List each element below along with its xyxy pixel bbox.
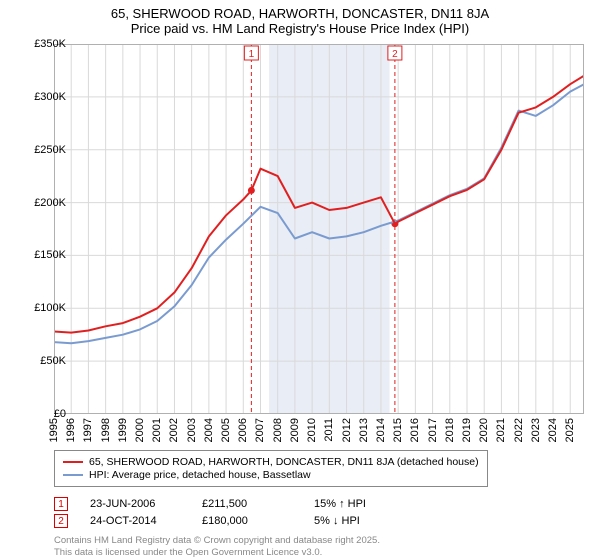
y-tick-label: £350K xyxy=(16,38,66,50)
chart-title-main: 65, SHERWOOD ROAD, HARWORTH, DONCASTER, … xyxy=(10,6,590,21)
y-tick-label: £250K xyxy=(16,144,66,156)
legend-row: HPI: Average price, detached house, Bass… xyxy=(63,469,479,481)
x-tick-label: 2021 xyxy=(495,418,507,442)
legend-swatch xyxy=(63,474,83,476)
chart-title-block: 65, SHERWOOD ROAD, HARWORTH, DONCASTER, … xyxy=(0,0,600,38)
x-tick-label: 2025 xyxy=(564,418,576,442)
footer-line2: This data is licensed under the Open Gov… xyxy=(54,547,322,558)
marker-price: £180,000 xyxy=(202,515,292,527)
footer-note: Contains HM Land Registry data © Crown c… xyxy=(54,535,380,558)
y-tick-label: £150K xyxy=(16,249,66,261)
x-tick-label: 2006 xyxy=(237,418,249,442)
marker-delta: 15% ↑ HPI xyxy=(314,498,404,510)
x-tick-label: 1998 xyxy=(100,418,112,442)
legend-label: 65, SHERWOOD ROAD, HARWORTH, DONCASTER, … xyxy=(89,456,479,468)
legend: 65, SHERWOOD ROAD, HARWORTH, DONCASTER, … xyxy=(54,450,488,487)
legend-row: 65, SHERWOOD ROAD, HARWORTH, DONCASTER, … xyxy=(63,456,479,468)
marker-date: 24-OCT-2014 xyxy=(90,515,180,527)
x-tick-label: 2010 xyxy=(306,418,318,442)
x-tick-label: 2024 xyxy=(547,418,559,442)
x-tick-label: 2009 xyxy=(289,418,301,442)
x-tick-label: 2012 xyxy=(341,418,353,442)
y-tick-label: £200K xyxy=(16,197,66,209)
x-tick-label: 2023 xyxy=(530,418,542,442)
x-tick-label: 2005 xyxy=(220,418,232,442)
x-tick-label: 2022 xyxy=(513,418,525,442)
footer-line1: Contains HM Land Registry data © Crown c… xyxy=(54,535,380,546)
x-tick-label: 2014 xyxy=(375,418,387,442)
x-tick-label: 2020 xyxy=(478,418,490,442)
x-tick-label: 1996 xyxy=(65,418,77,442)
marker-badge: 1 xyxy=(54,497,68,511)
legend-label: HPI: Average price, detached house, Bass… xyxy=(89,469,311,481)
x-tick-label: 1999 xyxy=(117,418,129,442)
marker-badge: 2 xyxy=(54,514,68,528)
marker-price: £211,500 xyxy=(202,498,292,510)
x-tick-label: 2018 xyxy=(444,418,456,442)
chart-title-sub: Price paid vs. HM Land Registry's House … xyxy=(10,21,590,36)
x-tick-label: 2001 xyxy=(151,418,163,442)
x-tick-label: 2013 xyxy=(358,418,370,442)
legend-swatch xyxy=(63,461,83,463)
x-tick-label: 2019 xyxy=(461,418,473,442)
x-tick-label: 2004 xyxy=(203,418,215,442)
x-tick-label: 2002 xyxy=(168,418,180,442)
x-tick-label: 2008 xyxy=(272,418,284,442)
y-tick-label: £300K xyxy=(16,91,66,103)
x-tick-label: 2015 xyxy=(392,418,404,442)
x-tick-label: 2016 xyxy=(409,418,421,442)
x-tick-label: 2011 xyxy=(323,418,335,442)
marker-legend-row: 1 23-JUN-2006 £211,500 15% ↑ HPI xyxy=(54,497,404,511)
y-tick-label: £100K xyxy=(16,302,66,314)
marker-delta: 5% ↓ HPI xyxy=(314,515,404,527)
x-tick-label: 1997 xyxy=(82,418,94,442)
marker-date: 23-JUN-2006 xyxy=(90,498,180,510)
x-tick-label: 2003 xyxy=(186,418,198,442)
plot-border xyxy=(54,44,584,414)
x-tick-label: 2000 xyxy=(134,418,146,442)
chart-area: 12 xyxy=(54,44,584,414)
x-tick-label: 2007 xyxy=(254,418,266,442)
marker-legend-row: 2 24-OCT-2014 £180,000 5% ↓ HPI xyxy=(54,514,404,528)
marker-legend: 1 23-JUN-2006 £211,500 15% ↑ HPI 2 24-OCT-201… xyxy=(54,494,404,531)
x-tick-label: 2017 xyxy=(427,418,439,442)
x-tick-label: 1995 xyxy=(48,418,60,442)
y-tick-label: £50K xyxy=(16,355,66,367)
